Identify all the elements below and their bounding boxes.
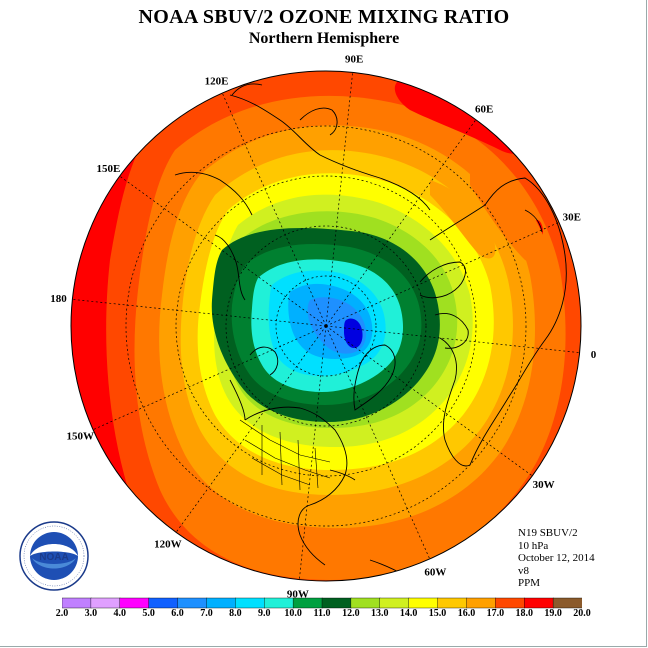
- colorbar-tick-label: 3.0: [84, 608, 98, 619]
- longitude-label: 90W: [287, 589, 309, 601]
- colorbar-swatch: [119, 597, 150, 609]
- meridian-line: [325, 325, 580, 354]
- longitude-label: 60E: [475, 103, 493, 115]
- latitude-circle: [175, 175, 477, 477]
- colorbar-swatch: [552, 597, 582, 609]
- ozone-contour-fill: [71, 71, 581, 581]
- colorbar-tick-label: 12.0: [342, 608, 360, 619]
- colorbar-swatch: [177, 597, 208, 609]
- meridian-line: [325, 325, 533, 477]
- colorbar-tick-label: 14.0: [399, 608, 418, 619]
- colorbar: [62, 597, 582, 609]
- us-boundaries: [239, 419, 331, 491]
- latitude-circle: [225, 225, 427, 427]
- colorbar-swatch: [264, 597, 294, 609]
- logo-text: NOAA: [39, 552, 68, 563]
- longitude-label: 180: [50, 293, 67, 305]
- colorbar-tick-label: 15.0: [428, 608, 447, 619]
- colorbar-tick-label: 8.0: [229, 608, 242, 619]
- graticule: [72, 72, 580, 580]
- dataset-info: N19 SBUV/2 10 hPa October 12, 2014 v8 PP…: [518, 527, 595, 590]
- colorbar-tick-label: 7.0: [200, 608, 213, 619]
- colorbar-tick-label: 16.0: [457, 608, 476, 619]
- colorbar-tick-label: 4.0: [113, 608, 127, 619]
- colorbar-tick-label: 6.0: [171, 608, 184, 619]
- longitude-labels: 90E 60E 30E 0 30W 60W 90W 120W 150W 180 150E 120E: [50, 53, 597, 600]
- longitude-label: 120E: [205, 75, 229, 87]
- colorbar-tick-label: 13.0: [371, 608, 389, 619]
- colorbar-swatch: [235, 597, 265, 609]
- latitude-circle: [275, 275, 377, 377]
- meridian-line: [325, 221, 560, 327]
- map-subtitle: Northern Hemisphere: [248, 30, 400, 47]
- colorbar-swatch: [408, 597, 439, 609]
- contour-band: [394, 79, 527, 154]
- latitude-circle: [125, 125, 527, 527]
- colorbar-swatch: [437, 597, 468, 609]
- units-label: PPM: [518, 577, 541, 589]
- longitude-label: 90E: [345, 53, 363, 65]
- meridian-line: [119, 175, 327, 327]
- colorbar-tick-label: 5.0: [142, 608, 155, 619]
- colorbar-tick-label: 10.0: [284, 608, 302, 619]
- colorbar-swatch: [321, 597, 352, 609]
- meridian-line: [325, 325, 431, 560]
- colorbar-tick-label: 11.0: [313, 608, 331, 619]
- colorbar-swatch: [292, 597, 323, 609]
- colorbar-swatch: [62, 597, 92, 609]
- longitude-label: 30E: [563, 212, 581, 224]
- map-title: NOAA SBUV/2 OZONE MIXING RATIO: [138, 6, 510, 28]
- longitude-label: 60W: [424, 567, 446, 579]
- colorbar-swatch: [206, 597, 237, 609]
- contour-band: [344, 318, 363, 348]
- meridian-line: [72, 298, 327, 327]
- colorbar-tick-label: 20.0: [573, 608, 591, 619]
- version-label: v8: [518, 564, 529, 577]
- longitude-label: 0: [591, 349, 597, 361]
- colorbar-swatch: [524, 597, 554, 609]
- instrument-label: N19 SBUV/2: [518, 527, 578, 539]
- colorbar-tick-label: 19.0: [544, 608, 562, 619]
- colorbar-swatch: [466, 597, 497, 609]
- longitude-label: 120W: [154, 539, 182, 551]
- colorbar-swatch: [148, 597, 179, 609]
- meridian-line: [325, 119, 477, 327]
- colorbar-tick-label: 2.0: [55, 608, 69, 619]
- colorbar-swatch: [379, 597, 410, 609]
- meridian-line: [92, 325, 327, 431]
- colorbar-tick-label: 18.0: [515, 608, 533, 619]
- longitude-label: 150W: [67, 430, 95, 442]
- colorbar-swatch: [495, 597, 525, 609]
- colorbar-tick-label: 17.0: [486, 608, 505, 619]
- longitude-label: 150E: [96, 163, 120, 175]
- meridian-line: [298, 325, 327, 580]
- meridian-line: [221, 92, 327, 327]
- map-outline: [70, 70, 582, 582]
- colorbar-swatch: [90, 597, 121, 609]
- date-label: October 12, 2014: [518, 552, 595, 564]
- colorbar-swatch: [350, 597, 381, 609]
- pressure-label: 10 hPa: [518, 539, 549, 552]
- contour-band: [470, 160, 547, 264]
- colorbar-tick-label: 9.0: [257, 608, 271, 619]
- noaa-logo: NOAA: [19, 521, 89, 591]
- meridian-line: [175, 325, 327, 533]
- longitude-label: 30W: [533, 479, 555, 491]
- meridian-line: [325, 72, 354, 327]
